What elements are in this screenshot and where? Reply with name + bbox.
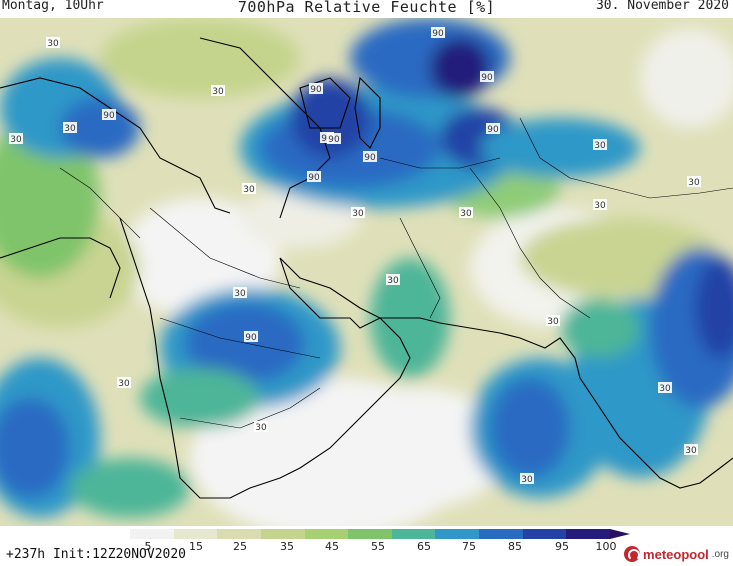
contour-label-bg	[307, 171, 321, 182]
colorbar-segment	[260, 529, 305, 539]
contour-label-bg	[244, 331, 258, 342]
contour-label-bg	[102, 109, 116, 120]
colorbar-segment	[348, 529, 392, 539]
colorbar-tick-label: 55	[371, 540, 385, 553]
contour-label: 30	[47, 39, 59, 49]
contour-label: 30	[212, 87, 224, 97]
contour-label-bg	[593, 139, 607, 150]
contour-label-bg	[363, 151, 377, 162]
colorbar-tick-label: 75	[462, 540, 476, 553]
contour-label-bg	[242, 183, 256, 194]
contour-label: 90	[245, 333, 257, 343]
contour-label: 30	[685, 446, 697, 456]
contour-label: 30	[594, 201, 606, 211]
colorbar-tick-label: 15	[189, 540, 203, 553]
contour-label-bg	[687, 176, 701, 187]
colorbar-tick-label: 65	[417, 540, 431, 553]
contour-label: 30	[460, 209, 472, 219]
run-info: +237h Init:12Z20NOV2020	[6, 547, 187, 562]
contour-label-bg	[117, 377, 131, 388]
colorbar-tick-label: 95	[555, 540, 569, 553]
contour-label: 30	[547, 317, 559, 327]
contour-label-bg	[351, 207, 365, 218]
colorbar-tick-label: 35	[280, 540, 294, 553]
colorbar-segment	[435, 529, 480, 539]
colorbar-arrow	[610, 529, 630, 539]
colorbar-segment	[566, 529, 611, 539]
contour-label-bg	[486, 123, 500, 134]
contour-label-bg	[480, 71, 494, 82]
colorbar	[130, 529, 630, 539]
brand-suffix: .org	[711, 548, 729, 560]
contour-label: 90	[481, 73, 493, 83]
meteopool-icon	[624, 546, 641, 562]
contour-label-bg	[386, 274, 400, 285]
contour-label: 30	[352, 209, 364, 219]
country-borders	[59, 117, 733, 429]
contour-label: 30	[255, 423, 267, 433]
contour-label-bg	[431, 27, 445, 38]
contour-label: 30	[688, 178, 700, 188]
contour-label-bg	[254, 421, 268, 432]
colorbar-tick-label: 45	[325, 540, 339, 553]
contour-label-bg	[9, 133, 23, 144]
contour-label-bg	[309, 83, 323, 94]
colorbar-segment	[304, 529, 349, 539]
contour-label: 30	[387, 276, 399, 286]
contour-label: 90	[103, 111, 115, 121]
contour-label-bg	[658, 382, 672, 393]
contour-label: 30	[594, 141, 606, 151]
contour-label-bg	[327, 133, 341, 144]
forecast-date: 30. November 2020	[595, 0, 729, 13]
colorbar-tick-label: 100	[595, 540, 617, 553]
brand-logo[interactable]: meteopool .org	[624, 546, 729, 562]
coastlines	[0, 37, 733, 499]
contour-label-bg	[233, 287, 247, 298]
contour-label: 90	[487, 125, 499, 135]
contour-label: 90	[328, 135, 340, 145]
colorbar-segment	[130, 529, 174, 539]
colorbar-segment	[391, 529, 436, 539]
contour-label-layer: 9090909090909090909030303030303030303030…	[9, 27, 701, 485]
brand-name: meteopool	[643, 546, 709, 562]
humidity-map[interactable]: 9090909090909090909030303030303030303030…	[0, 18, 733, 526]
contour-label: 30	[521, 475, 533, 485]
colorbar-segment	[522, 529, 567, 539]
map-title: 700hPa Relative Feuchte [%]	[237, 0, 496, 16]
colorbar-segment	[217, 529, 261, 539]
contour-label-bg	[546, 315, 560, 326]
contour-label: 30	[243, 185, 255, 195]
contour-label: 30	[64, 124, 76, 134]
colorbar-segment	[173, 529, 218, 539]
contour-label-bg	[46, 37, 60, 48]
contour-label: 30	[10, 135, 22, 145]
contour-label-bg	[520, 473, 534, 484]
colorbar-segment	[479, 529, 523, 539]
contour-label-bg	[593, 199, 607, 210]
colorbar-tick-label: 5	[144, 540, 152, 553]
contour-label-bg	[211, 85, 225, 96]
contour-label: 30	[234, 289, 246, 299]
humidity-map-canvas: 9090909090909090909030303030303030303030…	[0, 18, 733, 526]
contour-label: 90	[308, 173, 320, 183]
contour-label-bg	[63, 122, 77, 133]
colorbar-tick-label: 25	[233, 540, 247, 553]
colorbar-tick-label: 85	[508, 540, 522, 553]
contour-label: 30	[659, 384, 671, 394]
contour-label: 90	[432, 29, 444, 39]
contour-label-bg	[684, 444, 698, 455]
contour-label-bg	[459, 207, 473, 218]
contour-label: 30	[118, 379, 130, 389]
contour-label: 90	[310, 85, 322, 95]
valid-time-label: Montag, 10Uhr	[2, 0, 104, 13]
contour-label: 90	[364, 153, 376, 163]
